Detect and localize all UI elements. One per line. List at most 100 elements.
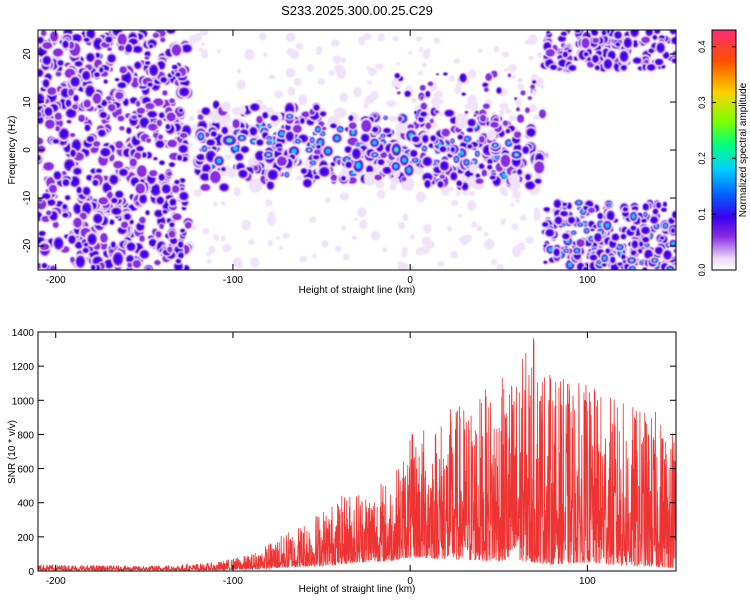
heatmap-blob (174, 180, 180, 184)
heatmap-blob (467, 144, 472, 149)
heatmap-blob (148, 111, 156, 117)
heatmap-blob (641, 219, 647, 223)
heatmap-blob (199, 134, 203, 139)
heatmap-blob (420, 112, 427, 117)
heatmap-blob (487, 159, 492, 164)
heatmap-blob (508, 115, 517, 122)
heatmap-blob (384, 128, 390, 133)
colorbar-tick-label: 0.1 (697, 208, 707, 221)
heatmap-blob (654, 260, 656, 261)
heatmap-blob (93, 180, 98, 186)
x-tick-label: 100 (579, 576, 596, 587)
heatmap-blob (500, 187, 508, 196)
heatmap-blob (363, 32, 372, 41)
heatmap-blob (250, 127, 257, 135)
heatmap-blob (251, 104, 259, 111)
heatmap-blob (84, 243, 88, 247)
heatmap-blob (411, 97, 417, 103)
heatmap-blob (656, 202, 661, 208)
heatmap-blob (250, 257, 260, 268)
heatmap-blob (98, 130, 105, 136)
heatmap-blob (598, 213, 603, 219)
heatmap-blob (148, 82, 153, 87)
heatmap-blob (427, 81, 434, 87)
heatmap-blob (52, 221, 59, 229)
heatmap-blob (645, 250, 652, 259)
heatmap-blob (425, 91, 430, 97)
heatmap-blob (65, 160, 74, 170)
heatmap-blob (295, 42, 304, 50)
heatmap-blob (139, 235, 145, 242)
heatmap-blob (642, 227, 649, 234)
heatmap-blob (548, 247, 553, 252)
heatmap-blob (441, 128, 450, 137)
heatmap-blob (376, 189, 386, 199)
heatmap-blob (111, 242, 116, 248)
heatmap-blob (622, 211, 629, 217)
heatmap-blob (351, 235, 358, 240)
heatmap-blob (43, 162, 54, 171)
heatmap-blob (528, 55, 534, 60)
heatmap-blob (561, 32, 567, 36)
heatmap-blob (440, 146, 446, 152)
heatmap-blob (546, 229, 554, 236)
heatmap-blob (467, 94, 477, 106)
heatmap-blob (286, 104, 294, 114)
heatmap-blob (608, 51, 615, 59)
heatmap-blob (166, 124, 170, 129)
heatmap-blob (511, 223, 519, 231)
heatmap-blob (171, 44, 182, 56)
heatmap-blob (530, 84, 536, 90)
spectrogram-xlabel: Height of straight line (km) (299, 285, 416, 296)
colorbar-ticks: 0.00.10.20.30.4 (697, 40, 736, 276)
heatmap-blob (99, 67, 104, 72)
heatmap-blob (39, 243, 50, 251)
heatmap-blob (166, 171, 173, 177)
heatmap-blob (332, 55, 342, 64)
heatmap-blob (487, 165, 492, 170)
heatmap-blob (299, 255, 307, 263)
heatmap-blob (507, 73, 512, 78)
heatmap-blob (519, 215, 527, 221)
heatmap-blob (207, 140, 215, 145)
heatmap-blob (451, 139, 454, 143)
heatmap-blob (524, 39, 533, 45)
heatmap-blob (106, 37, 112, 42)
heatmap-blob (663, 202, 667, 207)
heatmap-blob (482, 103, 490, 110)
heatmap-blob (425, 180, 430, 187)
heatmap-blob (460, 74, 466, 82)
heatmap-blob (581, 37, 590, 49)
colorbar-label: Normalized spectral amplitude (738, 82, 749, 217)
heatmap-blob (75, 61, 82, 66)
heatmap-blob (197, 154, 205, 160)
heatmap-blob (401, 176, 407, 182)
heatmap-blob (357, 207, 367, 218)
heatmap-blob (631, 250, 636, 255)
heatmap-blob (515, 154, 518, 156)
heatmap-blob (179, 108, 183, 113)
heatmap-blob (655, 247, 662, 254)
heatmap-blob (94, 214, 102, 223)
heatmap-blob (623, 207, 628, 212)
heatmap-blob (372, 127, 378, 132)
heatmap-blob (69, 132, 76, 138)
heatmap-blob (458, 150, 464, 156)
heatmap-blob (402, 157, 407, 163)
heatmap-blob (433, 37, 441, 44)
heatmap-blob (532, 114, 540, 120)
heatmap-blob (60, 129, 68, 139)
figure-title: S233.2025.300.00.25.C29 (281, 3, 433, 18)
heatmap-blob (175, 72, 181, 77)
heatmap-blob (524, 107, 530, 114)
heatmap-blob (132, 259, 142, 268)
heatmap-blob (129, 220, 134, 224)
heatmap-blob (138, 114, 142, 118)
heatmap-blob (207, 152, 215, 161)
heatmap-blob (334, 64, 344, 73)
heatmap-blob (413, 158, 417, 162)
x-tick-label: 100 (579, 275, 596, 286)
heatmap-blob (325, 148, 331, 154)
